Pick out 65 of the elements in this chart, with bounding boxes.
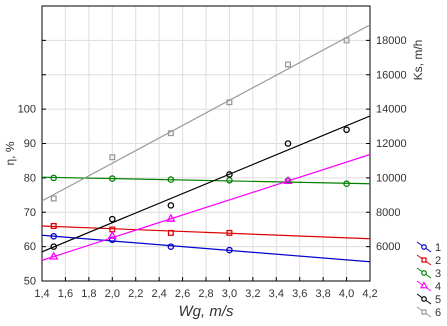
point <box>50 174 58 182</box>
point <box>226 176 233 184</box>
point <box>50 233 58 240</box>
point <box>168 176 174 183</box>
legend-label: 4 <box>435 281 442 293</box>
x-tick-label: 3,0 <box>222 288 238 300</box>
point <box>166 214 176 222</box>
y-tick-label: 100 <box>18 104 36 116</box>
x-axis-title: Wg, m/s <box>178 303 234 320</box>
x-tick-label: 2,8 <box>198 288 214 300</box>
y2-tick-label: 12000 <box>376 138 407 150</box>
point <box>109 226 116 232</box>
point <box>226 99 232 106</box>
point <box>108 236 116 244</box>
point <box>168 230 174 236</box>
y2-axis-title: Ks, m/h <box>411 40 425 80</box>
point <box>226 246 233 254</box>
y-tick-label: 70 <box>24 206 36 219</box>
point <box>168 130 174 136</box>
legend-label: 2 <box>435 255 442 267</box>
legend-label: 3 <box>435 268 442 280</box>
y2-tick-label: 16000 <box>376 69 407 82</box>
point <box>50 196 57 202</box>
point <box>50 223 57 229</box>
x-tick-label: 3,2 <box>245 288 261 300</box>
y2-tick-label: 18000 <box>376 34 407 47</box>
point <box>168 202 174 209</box>
y-tick-label: 90 <box>24 138 36 150</box>
y-tick-label: 80 <box>24 172 36 184</box>
y2-tick-label: 8000 <box>376 206 400 219</box>
point <box>50 243 58 250</box>
point <box>343 180 350 188</box>
point <box>109 154 116 160</box>
x-tick-label: 2,6 <box>174 288 190 300</box>
x-tick-label: 4,2 <box>362 288 378 300</box>
point <box>284 140 292 147</box>
x-tick-label: 2,0 <box>104 288 120 300</box>
x-tick-label: 1,8 <box>81 288 97 300</box>
legend-label: 1 <box>435 242 442 254</box>
y2-tick-label: 14000 <box>376 104 407 116</box>
x-tick-label: 2,2 <box>128 288 144 300</box>
legend-label: 6 <box>435 307 442 319</box>
point <box>226 171 233 178</box>
point <box>108 232 116 240</box>
point <box>226 230 232 236</box>
legend-label: 5 <box>435 294 442 306</box>
y-tick-label: 50 <box>24 276 36 288</box>
point <box>343 126 350 134</box>
x-tick-label: 2,4 <box>151 288 167 300</box>
x-tick-label: 3,8 <box>315 288 331 300</box>
point <box>108 216 116 222</box>
x-tick-label: 3,4 <box>268 288 284 300</box>
point <box>50 252 58 260</box>
x-tick-label: 1,6 <box>58 288 74 300</box>
y-tick-label: 60 <box>24 241 36 254</box>
y-axis-title: η, % <box>3 141 17 166</box>
y2-tick-label: 6000 <box>376 241 400 254</box>
point <box>344 37 350 44</box>
point <box>168 243 174 250</box>
x-tick-label: 1,4 <box>34 288 50 300</box>
point <box>108 175 116 182</box>
x-tick-label: 3,6 <box>292 288 308 300</box>
point <box>285 61 291 68</box>
x-tick-label: 4,0 <box>338 288 354 300</box>
y2-tick-label: 10000 <box>376 172 407 184</box>
